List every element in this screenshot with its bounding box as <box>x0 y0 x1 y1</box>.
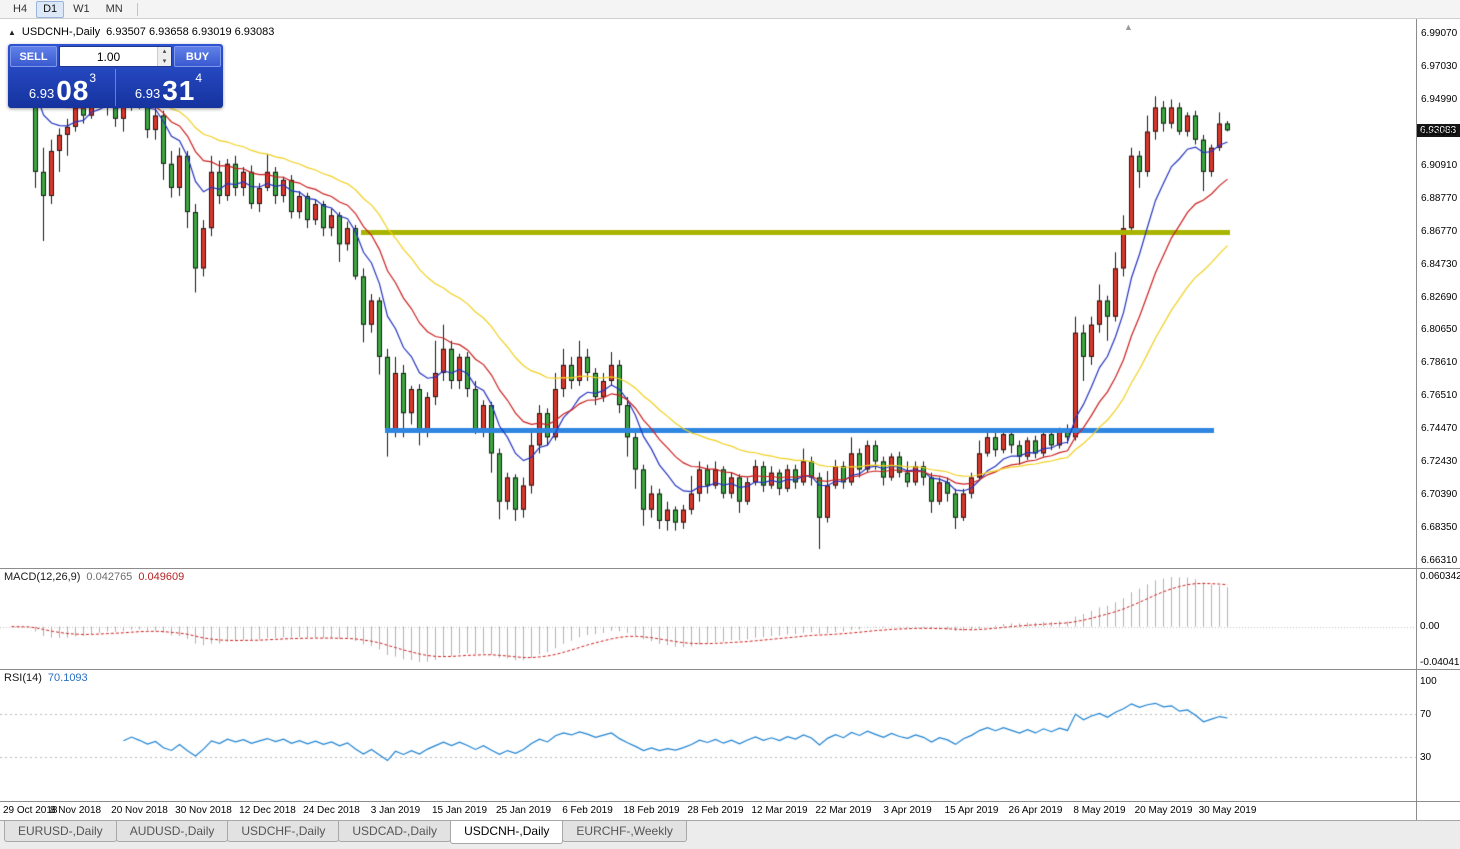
macd-axis-separator <box>1416 569 1417 669</box>
rsi-scale-30: 30 <box>1420 752 1432 763</box>
macd-indicator-panel: MACD(12,26,9) 0.042765 0.049609 0.060342… <box>0 569 1460 670</box>
date-axis-label: 3 Jan 2019 <box>370 805 421 816</box>
buy-price-big-digits: 31 <box>162 75 196 106</box>
date-axis-label: 15 Apr 2019 <box>944 805 999 816</box>
date-axis-label: 28 Feb 2019 <box>687 805 744 816</box>
buy-price-pip-digit: 4 <box>195 71 203 85</box>
chart-title: ▲ USDCNH-,Daily 6.93507 6.93658 6.93019 … <box>8 26 274 38</box>
date-axis-label: 20 Nov 2018 <box>111 805 168 816</box>
date-axis-label: 22 Mar 2019 <box>815 805 872 816</box>
price-axis-tick: 6.78610 <box>1421 357 1458 369</box>
chart-ohlc-values: 6.93507 6.93658 6.93019 6.93083 <box>106 26 275 38</box>
chart-tab-usdcad-daily[interactable]: USDCAD-,Daily <box>338 821 452 842</box>
chart-symbol-label: USDCNH-,Daily <box>21 26 101 38</box>
price-axis-tick: 6.84730 <box>1421 258 1458 270</box>
date-axis-label: 20 May 2019 <box>1134 805 1193 816</box>
volume-input[interactable] <box>60 47 157 66</box>
chart-tab-usdchf-daily[interactable]: USDCHF-,Daily <box>227 821 340 842</box>
collapse-trading-panel-icon[interactable]: ▲ <box>8 27 16 37</box>
chart-tab-eurchf-weekly[interactable]: EURCHF-,Weekly <box>562 821 687 842</box>
buy-price-button[interactable]: 6.93 31 4 <box>116 69 221 106</box>
chart-tab-eurusd-daily[interactable]: EURUSD-,Daily <box>4 821 117 842</box>
price-axis-tick: 6.94990 <box>1421 93 1458 105</box>
volume-spinner: ▴ ▾ <box>157 47 171 66</box>
timeframe-toolbar: H4 D1 W1 MN <box>0 0 1460 19</box>
volume-field: ▴ ▾ <box>59 46 172 67</box>
price-axis-tick: 6.72430 <box>1421 456 1458 468</box>
price-axis-tick: 6.70390 <box>1421 489 1458 501</box>
price-axis-tick: 6.82690 <box>1421 291 1458 303</box>
price-axis-tick: 6.88770 <box>1421 192 1458 204</box>
price-axis-tick: 6.97030 <box>1421 60 1458 72</box>
bottom-tab-bar: EURUSD-,Daily AUDUSD-,Daily USDCHF-,Daily U… <box>0 820 1460 849</box>
current-price-tag: 6.93083 <box>1417 124 1460 137</box>
one-click-trading-panel: SELL ▴ ▾ BUY 6.93 08 3 6.93 <box>8 44 223 108</box>
rsi-value: 70.1093 <box>47 672 88 684</box>
macd-scale-zero: 0.00 <box>1420 621 1440 632</box>
date-axis-label: 8 May 2019 <box>1073 805 1126 816</box>
volume-decrease-button[interactable]: ▾ <box>158 56 171 66</box>
chart-tab-audusd-daily[interactable]: AUDUSD-,Daily <box>115 821 229 842</box>
macd-canvas[interactable] <box>0 569 1416 669</box>
sell-price-big-digits: 08 <box>56 75 90 106</box>
sell-price-button[interactable]: 6.93 08 3 <box>10 69 116 106</box>
date-axis-label: 26 Apr 2019 <box>1008 805 1063 816</box>
chart-tab-usdcnh-daily[interactable]: USDCNH-,Daily <box>450 821 564 844</box>
price-chart-panel: ▲ USDCNH-,Daily 6.93507 6.93658 6.93019 … <box>0 19 1460 569</box>
volume-increase-button[interactable]: ▴ <box>158 47 171 57</box>
price-axis-tick: 6.68350 <box>1421 522 1458 534</box>
timeframe-button-d1[interactable]: D1 <box>36 0 65 18</box>
price-axis-tick: 6.99070 <box>1421 28 1458 39</box>
sell-price-prefix: 6.93 <box>28 86 55 101</box>
date-axis-label: 30 May 2019 <box>1198 805 1257 816</box>
price-axis-tick: 6.74470 <box>1421 423 1458 435</box>
date-axis-label: 3 Apr 2019 <box>883 805 932 816</box>
price-axis-separator <box>1416 19 1417 568</box>
macd-main-value: 0.042765 <box>86 571 133 583</box>
rsi-scale-70: 70 <box>1420 709 1432 720</box>
rsi-scale-100: 100 <box>1420 676 1437 687</box>
price-axis-tick: 6.90910 <box>1421 159 1458 171</box>
price-axis-tick: 6.76510 <box>1421 390 1458 402</box>
rsi-canvas[interactable] <box>0 670 1416 801</box>
date-axis-label: 25 Jan 2019 <box>495 805 552 816</box>
date-axis-separator <box>1416 802 1417 820</box>
price-axis-tick: 6.92950 <box>1421 126 1458 138</box>
price-chart-canvas[interactable] <box>0 19 1416 568</box>
date-axis-label: 29 Oct 2018 <box>3 805 58 816</box>
timeframe-button-h4[interactable]: H4 <box>13 2 28 15</box>
sell-button[interactable]: SELL <box>10 46 57 67</box>
date-axis-label: 24 Dec 2018 <box>303 805 360 816</box>
date-axis-label: 12 Mar 2019 <box>751 805 808 816</box>
date-axis-label: 12 Dec 2018 <box>239 805 296 816</box>
buy-price-prefix: 6.93 <box>134 86 161 101</box>
macd-header: MACD(12,26,9) 0.042765 0.049609 <box>4 571 184 583</box>
rsi-header: RSI(14) 70.1093 <box>4 672 88 684</box>
chart-shift-marker-icon[interactable]: ▲ <box>1124 22 1133 32</box>
sell-price-pip-digit: 3 <box>89 71 97 85</box>
date-axis-label: 6 Feb 2019 <box>562 805 613 816</box>
macd-signal-value: 0.049609 <box>138 571 185 583</box>
timeframe-button-w1[interactable]: W1 <box>73 2 90 15</box>
toolbar-separator <box>136 2 138 16</box>
rsi-label: RSI(14) <box>4 672 42 684</box>
buy-button[interactable]: BUY <box>174 46 221 67</box>
macd-scale-min: -0.040415 <box>1420 657 1460 668</box>
macd-scale-max: 0.060342 <box>1420 571 1460 582</box>
date-axis[interactable]: 29 Oct 2018 8 Nov 2018 20 Nov 2018 30 Nov 2… <box>0 802 1460 820</box>
price-axis-tick: 6.66310 <box>1421 555 1458 566</box>
date-axis-label: 30 Nov 2018 <box>175 805 232 816</box>
timeframe-button-mn[interactable]: MN <box>105 2 123 15</box>
rsi-indicator-panel: RSI(14) 70.1093 100 70 30 <box>0 670 1460 802</box>
rsi-axis-separator <box>1416 670 1417 801</box>
price-axis-tick: 6.86770 <box>1421 225 1458 237</box>
date-axis-label: 15 Jan 2019 <box>431 805 488 816</box>
date-axis-label: 8 Nov 2018 <box>49 805 102 816</box>
macd-label: MACD(12,26,9) <box>4 571 81 583</box>
date-axis-label: 18 Feb 2019 <box>623 805 680 816</box>
price-axis[interactable]: 6.93083 6.99070 6.97030 6.94990 6.92950 6.90… <box>1417 19 1460 568</box>
price-axis-tick: 6.80650 <box>1421 324 1458 336</box>
